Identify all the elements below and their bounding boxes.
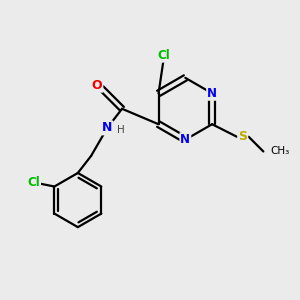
Text: N: N xyxy=(180,133,190,146)
Text: O: O xyxy=(92,79,102,92)
Text: H: H xyxy=(117,125,124,135)
Text: Cl: Cl xyxy=(157,49,169,62)
Text: N: N xyxy=(102,122,112,134)
Text: N: N xyxy=(207,87,217,100)
Text: CH₃: CH₃ xyxy=(271,146,290,157)
Text: S: S xyxy=(238,130,247,143)
Text: Cl: Cl xyxy=(27,176,40,189)
